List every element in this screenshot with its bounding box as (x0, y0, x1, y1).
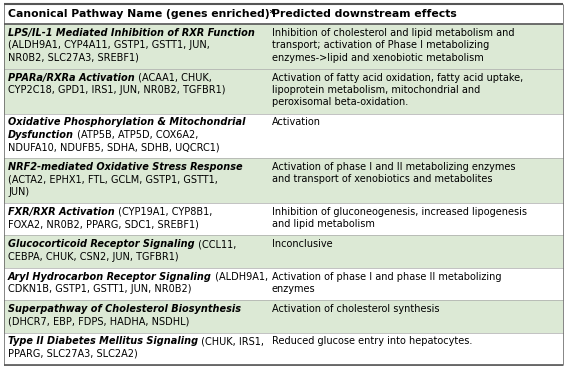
Text: JUN): JUN) (8, 187, 29, 197)
Text: NR0B2, SLC27A3, SREBF1): NR0B2, SLC27A3, SREBF1) (8, 53, 139, 63)
Text: and transport of xenobiotics and metabolites: and transport of xenobiotics and metabol… (272, 175, 492, 184)
Text: NRF2-mediated Oxidative Stress Response: NRF2-mediated Oxidative Stress Response (8, 162, 243, 172)
Text: (ALDH9A1,: (ALDH9A1, (212, 272, 268, 282)
Text: Oxidative Phosphorylation & Mitochondrial: Oxidative Phosphorylation & Mitochondria… (8, 117, 246, 127)
Bar (4, 300, 563, 332)
Text: Activation of cholesterol synthesis: Activation of cholesterol synthesis (272, 304, 439, 314)
Text: Activation of phase I and II metabolizing enzymes: Activation of phase I and II metabolizin… (272, 162, 515, 172)
Text: Predicted downstream effects: Predicted downstream effects (272, 9, 456, 19)
Text: Activation: Activation (272, 117, 321, 127)
Text: CYP2C18, GPD1, IRS1, JUN, NR0B2, TGFBR1): CYP2C18, GPD1, IRS1, JUN, NR0B2, TGFBR1) (8, 85, 226, 95)
Text: (ATP5B, ATP5D, COX6A2,: (ATP5B, ATP5D, COX6A2, (74, 130, 198, 140)
Text: FXR/RXR Activation: FXR/RXR Activation (8, 207, 115, 217)
Bar (4, 235, 563, 268)
Text: (CCL11,: (CCL11, (194, 239, 236, 249)
Text: Activation of phase I and phase II metabolizing: Activation of phase I and phase II metab… (272, 272, 501, 282)
Text: (DHCR7, EBP, FDPS, HADHA, NSDHL): (DHCR7, EBP, FDPS, HADHA, NSDHL) (8, 316, 189, 327)
Text: (ALDH9A1, CYP4A11, GSTP1, GSTT1, JUN,: (ALDH9A1, CYP4A11, GSTP1, GSTT1, JUN, (8, 40, 210, 50)
Text: PPARa/RXRa Activation: PPARa/RXRa Activation (8, 73, 135, 83)
Text: enzymes: enzymes (272, 284, 315, 294)
Bar (4, 69, 563, 114)
Text: Type II Diabetes Mellitus Signaling: Type II Diabetes Mellitus Signaling (8, 337, 198, 346)
Text: Glucocorticoid Receptor Signaling: Glucocorticoid Receptor Signaling (8, 239, 194, 249)
Text: Dysfunction: Dysfunction (8, 130, 74, 140)
Text: lipoprotein metabolism, mitochondrial and: lipoprotein metabolism, mitochondrial an… (272, 85, 480, 95)
Bar (4, 114, 563, 158)
Text: Superpathway of Cholesterol Biosynthesis: Superpathway of Cholesterol Biosynthesis (8, 304, 241, 314)
Text: Reduced glucose entry into hepatocytes.: Reduced glucose entry into hepatocytes. (272, 337, 472, 346)
Bar (4, 203, 563, 235)
Text: PPARG, SLC27A3, SLC2A2): PPARG, SLC27A3, SLC2A2) (8, 349, 138, 359)
Text: FOXA2, NR0B2, PPARG, SDC1, SREBF1): FOXA2, NR0B2, PPARG, SDC1, SREBF1) (8, 219, 199, 229)
Text: LPS/IL-1 Mediated Inhibition of RXR Function: LPS/IL-1 Mediated Inhibition of RXR Func… (8, 28, 255, 38)
Text: Aryl Hydrocarbon Receptor Signaling: Aryl Hydrocarbon Receptor Signaling (8, 272, 212, 282)
Text: enzymes->lipid and xenobiotic metabolism: enzymes->lipid and xenobiotic metabolism (272, 53, 484, 63)
Text: (CYP19A1, CYP8B1,: (CYP19A1, CYP8B1, (115, 207, 212, 217)
Bar (4, 268, 563, 300)
Bar (4, 24, 563, 69)
Text: NDUFA10, NDUFB5, SDHA, SDHB, UQCRC1): NDUFA10, NDUFB5, SDHA, SDHB, UQCRC1) (8, 142, 219, 152)
Text: (ACTA2, EPHX1, FTL, GCLM, GSTP1, GSTT1,: (ACTA2, EPHX1, FTL, GCLM, GSTP1, GSTT1, (8, 175, 218, 184)
Text: Inconclusive: Inconclusive (272, 239, 332, 249)
Text: transport; activation of Phase I metabolizing: transport; activation of Phase I metabol… (272, 40, 489, 50)
Text: Canonical Pathway Name (genes enriched)*: Canonical Pathway Name (genes enriched)* (8, 9, 275, 19)
Bar (4, 332, 563, 365)
Bar (4, 4, 563, 24)
Text: CDKN1B, GSTP1, GSTT1, JUN, NR0B2): CDKN1B, GSTP1, GSTT1, JUN, NR0B2) (8, 284, 192, 294)
Text: (ACAA1, CHUK,: (ACAA1, CHUK, (135, 73, 211, 83)
Text: and lipid metabolism: and lipid metabolism (272, 219, 375, 229)
Text: Inhibition of cholesterol and lipid metabolism and: Inhibition of cholesterol and lipid meta… (272, 28, 514, 38)
Text: (CHUK, IRS1,: (CHUK, IRS1, (198, 337, 264, 346)
Text: peroxisomal beta-oxidation.: peroxisomal beta-oxidation. (272, 97, 408, 107)
Text: Activation of fatty acid oxidation, fatty acid uptake,: Activation of fatty acid oxidation, fatt… (272, 73, 523, 83)
Text: CEBPA, CHUK, CSN2, JUN, TGFBR1): CEBPA, CHUK, CSN2, JUN, TGFBR1) (8, 252, 179, 262)
Bar (4, 158, 563, 203)
Text: Inhibition of gluconeogenesis, increased lipogenesis: Inhibition of gluconeogenesis, increased… (272, 207, 527, 217)
